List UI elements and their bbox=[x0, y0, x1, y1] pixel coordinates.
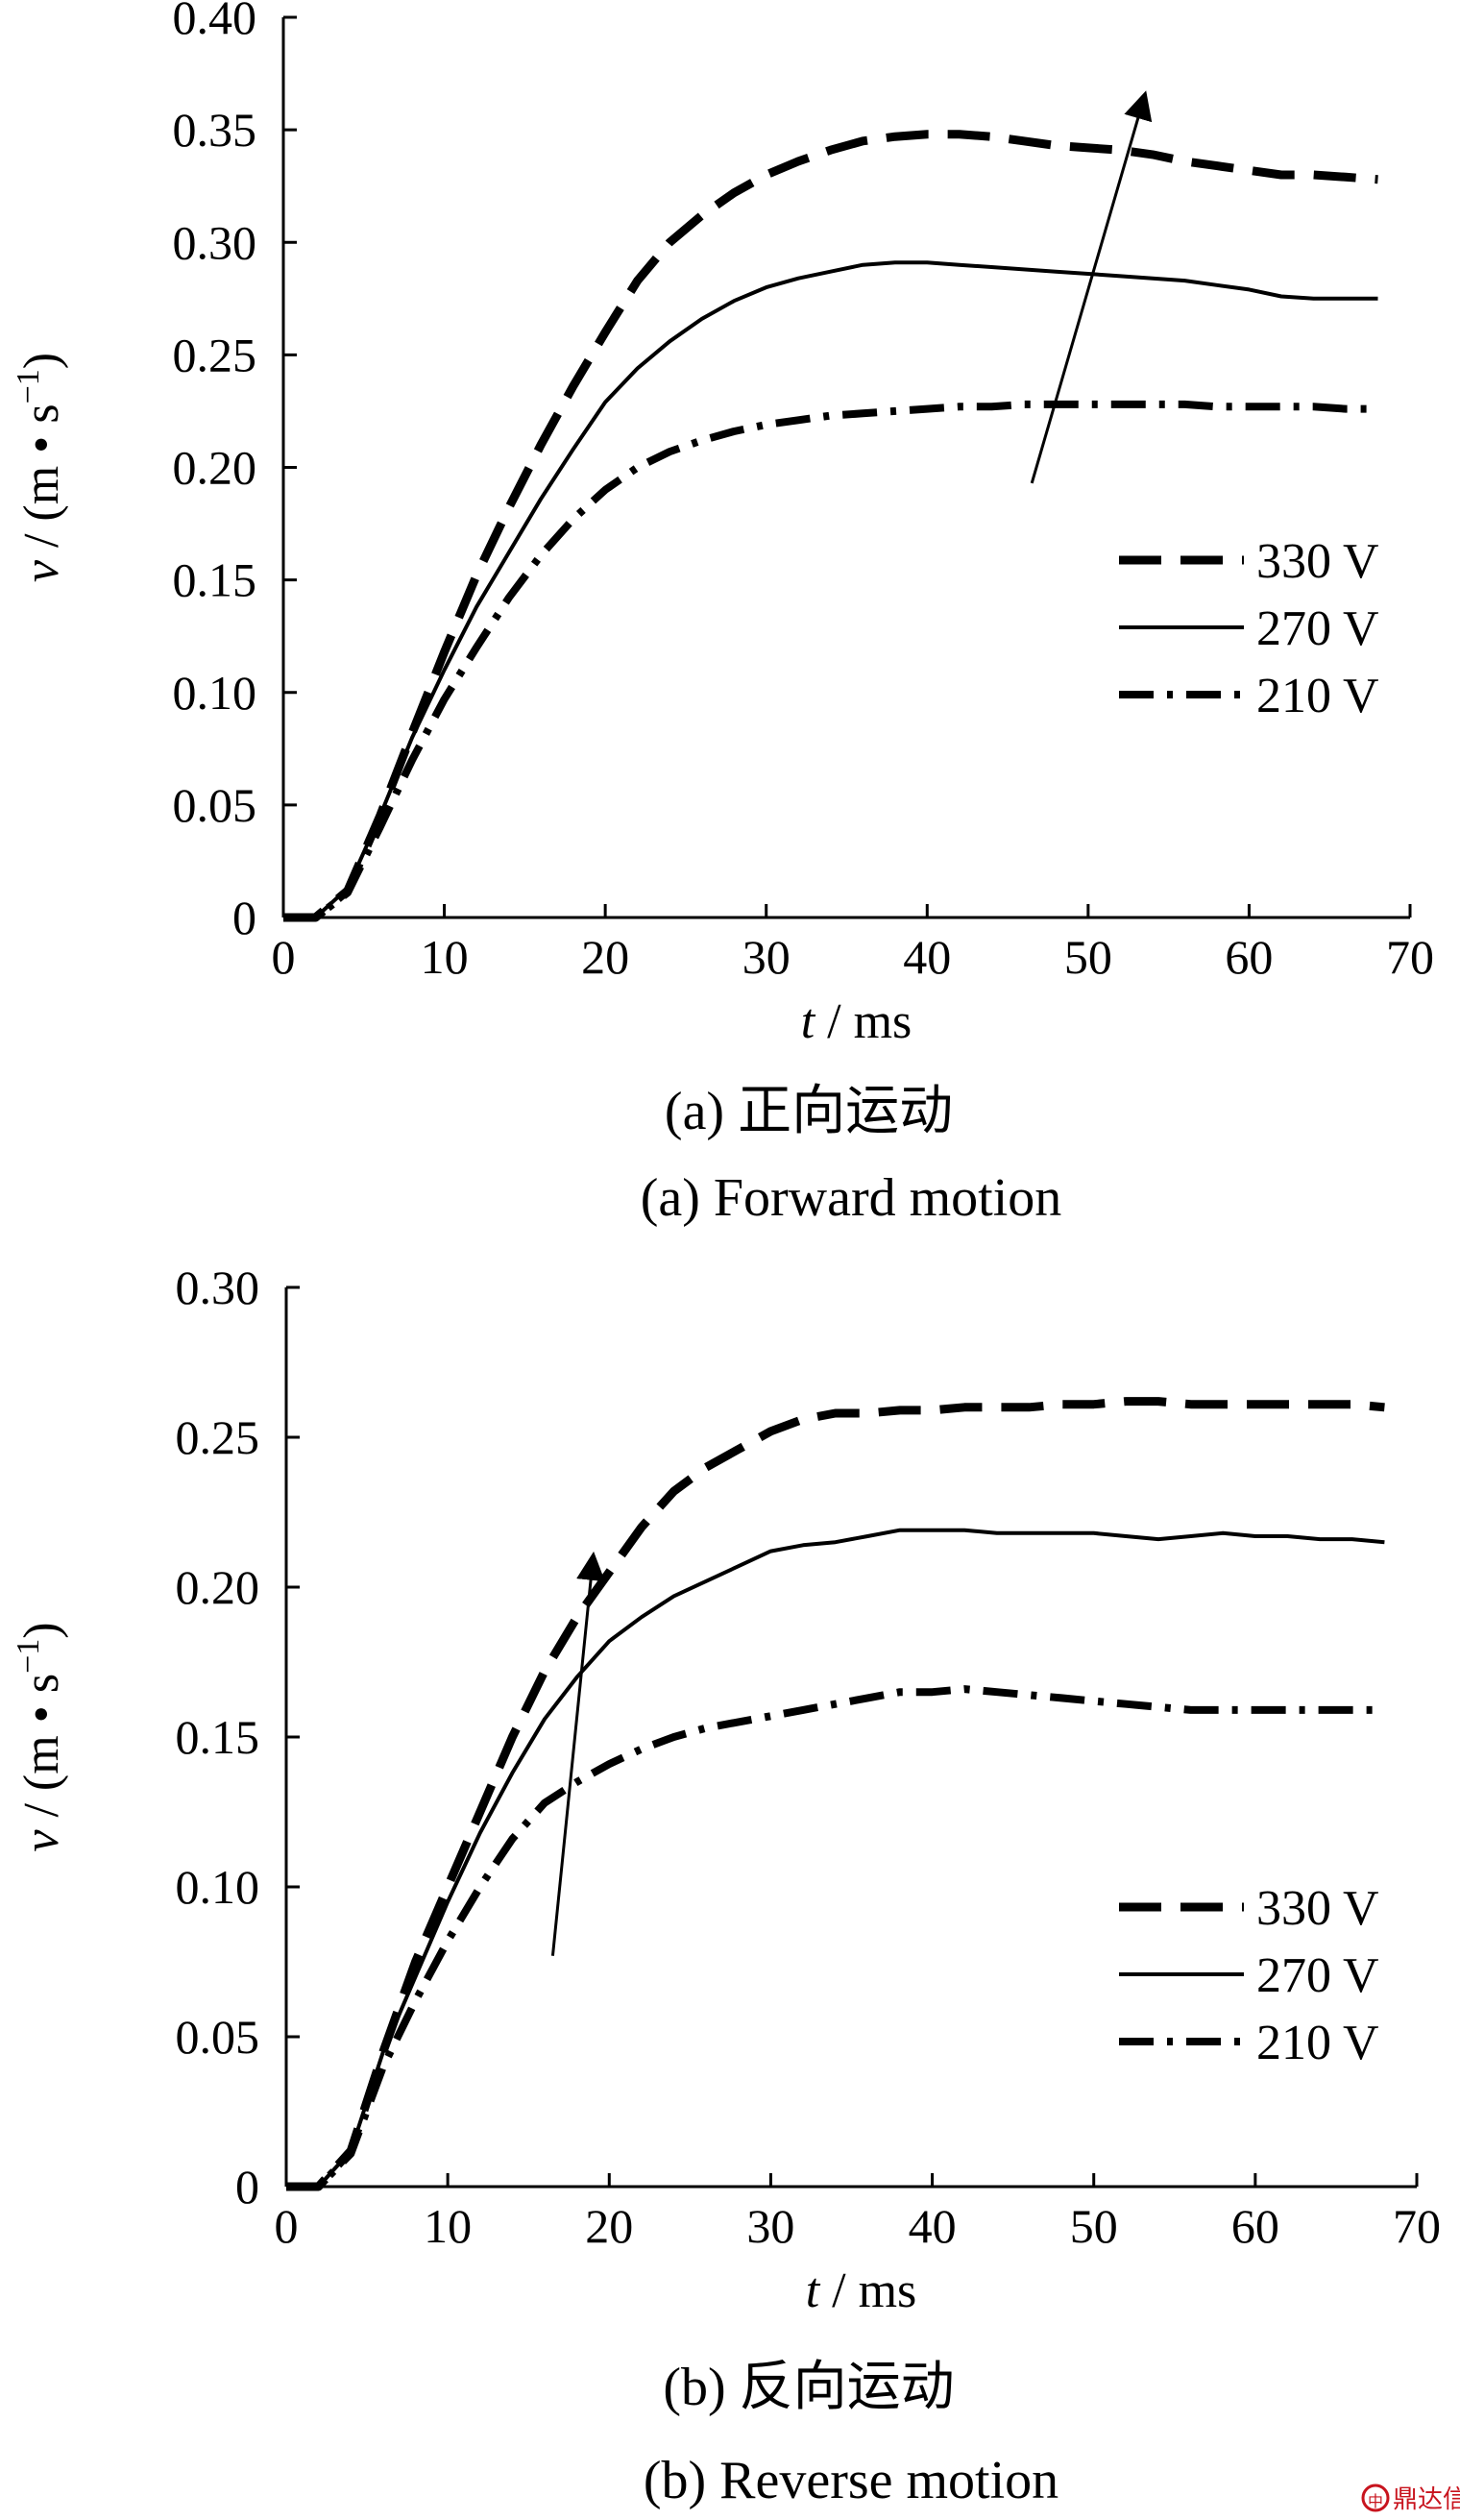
watermark-badge: 中 bbox=[1368, 2492, 1383, 2510]
y-tick-label: 0.35 bbox=[173, 103, 257, 157]
y-tick-label: 0.10 bbox=[176, 1860, 260, 1914]
x-axis-label: t / ms bbox=[806, 2263, 917, 2318]
y-tick-label: 0.40 bbox=[173, 0, 257, 44]
y-tick-label: 0.10 bbox=[173, 666, 257, 720]
legend-label: 330 V bbox=[1256, 1881, 1379, 1936]
trend-arrow bbox=[550, 1551, 605, 1956]
y-axis-variable: v bbox=[14, 1829, 69, 1852]
y-tick-label: 0 bbox=[232, 891, 256, 944]
y-tick-label: 0.20 bbox=[173, 441, 257, 495]
x-axis-label: t / ms bbox=[801, 994, 912, 1049]
x-tick-label: 40 bbox=[903, 930, 951, 984]
x-tick-label: 10 bbox=[421, 930, 469, 984]
watermark-badge-icon bbox=[1361, 2483, 1390, 2512]
trend-arrow bbox=[1030, 90, 1153, 484]
chart-reverse-motion: 0 10 20 30 40 50 60 70 0 0.05 0.10 0.15 0.20 0.25 0.30… bbox=[11, 1260, 1441, 2318]
y-axis-label: v / (m • s−1) bbox=[11, 353, 69, 582]
legend-label: 210 V bbox=[1256, 669, 1379, 723]
y-tick-label: 0.30 bbox=[173, 215, 257, 269]
y-tick-label: 0.15 bbox=[173, 553, 257, 607]
x-axis-variable: t bbox=[806, 2263, 821, 2318]
y-axis-unit-close: ) bbox=[14, 353, 69, 369]
y-axis-unit-exponent: −1 bbox=[11, 1639, 46, 1674]
x-tick-label: 50 bbox=[1070, 2199, 1118, 2253]
series-line-330v bbox=[286, 1397, 1385, 2191]
y-tick-label: 0.15 bbox=[176, 1710, 260, 1764]
x-tick-label: 60 bbox=[1225, 930, 1273, 984]
x-axis-unit: / ms bbox=[815, 994, 912, 1049]
series-line-210v bbox=[283, 400, 1378, 921]
x-axis-unit: / ms bbox=[819, 2263, 916, 2318]
x-tick-label: 30 bbox=[742, 930, 791, 984]
legend-label: 270 V bbox=[1256, 1948, 1379, 2003]
y-tick-label: 0.20 bbox=[176, 1560, 260, 1614]
y-tick-label: 0.25 bbox=[173, 328, 257, 381]
y-tick-label: 0.05 bbox=[176, 2010, 260, 2064]
x-tick-label: 10 bbox=[424, 2199, 472, 2253]
x-tick-label: 0 bbox=[272, 930, 296, 984]
series-line-270v bbox=[283, 260, 1378, 919]
y-axis-unit-close: ) bbox=[14, 1622, 69, 1638]
x-tick-label: 40 bbox=[909, 2199, 957, 2253]
y-tick-label: 0 bbox=[235, 2160, 259, 2214]
caption-reverse-en: (b) Reverse motion bbox=[644, 2451, 1058, 2510]
watermark-logo: 中 鼎达信 bbox=[1361, 2483, 1460, 2514]
series-line-330v bbox=[283, 130, 1378, 922]
x-tick-label: 30 bbox=[746, 2199, 794, 2253]
x-tick-label: 50 bbox=[1064, 930, 1112, 984]
y-tick-label: 0.05 bbox=[173, 778, 257, 832]
watermark-text: 鼎达信 bbox=[1393, 2485, 1460, 2514]
x-axis-variable: t bbox=[801, 994, 816, 1049]
chart-forward-motion: 0 10 20 30 40 50 60 70 0 0.05 0.10 0.15 0.20 0.25 0.30… bbox=[11, 0, 1434, 1049]
y-axis-variable: v bbox=[14, 559, 69, 582]
x-tick-label: 20 bbox=[585, 2199, 633, 2253]
y-axis-unit: / (m • s bbox=[14, 404, 69, 560]
series-line-210v bbox=[286, 1685, 1385, 2190]
caption-reverse-cn: (b) 反向运动 bbox=[663, 2358, 954, 2417]
legend-label: 210 V bbox=[1256, 2016, 1379, 2070]
x-tick-label: 70 bbox=[1386, 930, 1434, 984]
x-tick-label: 20 bbox=[581, 930, 629, 984]
caption-forward-cn: (a) 正向运动 bbox=[665, 1082, 953, 1141]
y-axis-unit: / (m • s bbox=[14, 1674, 69, 1830]
y-tick-label: 0.30 bbox=[176, 1260, 260, 1314]
x-tick-label: 0 bbox=[275, 2199, 299, 2253]
x-tick-label: 60 bbox=[1231, 2199, 1279, 2253]
x-tick-label: 70 bbox=[1393, 2199, 1441, 2253]
y-axis-unit-exponent: −1 bbox=[11, 369, 46, 404]
y-axis-label: v / (m • s−1) bbox=[11, 1622, 69, 1851]
caption-forward-en: (a) Forward motion bbox=[641, 1168, 1062, 1228]
legend-label: 270 V bbox=[1256, 601, 1379, 656]
y-tick-label: 0.25 bbox=[176, 1410, 260, 1464]
legend-label: 330 V bbox=[1256, 534, 1379, 589]
series-line-270v bbox=[286, 1528, 1385, 2189]
